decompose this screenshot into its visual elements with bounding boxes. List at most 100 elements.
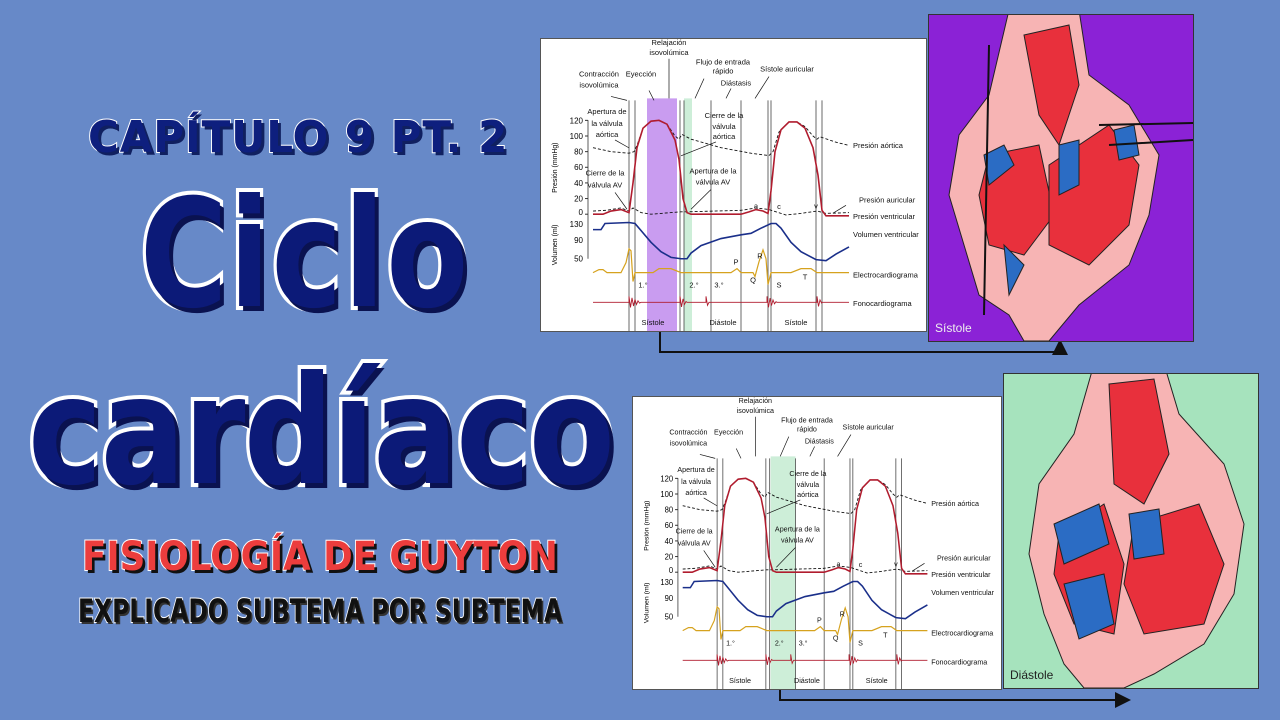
diagram-label: Presión aórtica — [931, 499, 980, 508]
volume-tick-label: 50 — [574, 255, 583, 264]
volume-tick-label: 50 — [665, 613, 674, 622]
diagram-label: Presión ventricular — [853, 212, 916, 221]
ventricular-pressure-curve — [682, 477, 928, 575]
phase-highlight — [647, 98, 677, 331]
diagram-label: Sístole auricular — [760, 65, 814, 74]
diagram-label: Fonocardiograma — [853, 299, 913, 308]
diagram-label: Volumen ventricular — [931, 588, 994, 597]
diagram-label: v — [814, 201, 818, 210]
diastole-caption: Diástole — [1010, 668, 1054, 682]
diagram-label: Cierre de la — [676, 526, 714, 535]
diagram-label: Flujo de entrada — [696, 58, 751, 67]
diagram-label: a — [754, 201, 759, 210]
diagram-label: Diástole — [709, 318, 736, 327]
phase-highlight — [684, 98, 692, 331]
atrial-pressure-curve — [682, 565, 928, 574]
volume-axis-label: Volumen (ml) — [552, 225, 559, 266]
diagram-label: Sístole — [642, 318, 665, 327]
diagram-label: Electrocardiograma — [853, 271, 919, 280]
diagram-label: 2.° — [689, 280, 698, 289]
diagram-label: Apertura de la — [689, 167, 737, 176]
volume-tick-label: 90 — [574, 236, 583, 245]
diagram-label: 3.° — [714, 280, 723, 289]
heart-panel-systole: Sístole — [928, 9, 1194, 342]
diagram-label: válvula — [797, 480, 820, 489]
diagram-label: Sístole — [785, 318, 808, 327]
wiggers-diagram-diastole: 120 100 80 60 40 20 0 130 90 50 Presión (mmHg) Volu… — [632, 396, 1002, 690]
annotation-pointer — [703, 497, 718, 507]
pressure-tick-label: 0 — [579, 208, 584, 217]
ecg-trace — [592, 247, 849, 285]
diagram-label: Diástasis — [721, 79, 752, 88]
diagram-label: válvula AV — [588, 181, 622, 190]
diagram-label: T — [803, 273, 808, 282]
annotation-pointer — [614, 192, 628, 210]
pressure-tick-label: 60 — [574, 163, 583, 172]
annotation-pointer — [776, 547, 796, 568]
tagline: EXPLICADO SUBTEMA POR SUBTEMA — [77, 591, 563, 631]
ventricular-pressure-curve — [593, 119, 849, 217]
pressure-tick-label: 100 — [660, 490, 673, 499]
diagram-label: c — [777, 202, 781, 211]
pressure-tick-label: 60 — [665, 521, 674, 530]
pressure-tick-label: 20 — [665, 552, 674, 561]
annotation-pointer — [648, 90, 655, 101]
diagram-label: Apertura de — [587, 107, 626, 116]
annotation-pointer — [725, 88, 732, 99]
diagram-label: Volumen ventricular — [853, 230, 919, 239]
pressure-tick-label: 20 — [574, 195, 583, 204]
annotation-pointer — [735, 448, 742, 459]
volume-axis-label: Volumen (ml) — [643, 583, 650, 624]
diagram-label: isovolúmica — [649, 48, 689, 57]
phonocardiogram-trace — [593, 296, 849, 308]
heart-diastole-illustration — [1028, 363, 1245, 689]
wiggers-diagram-systole: 120 100 80 60 40 20 0 130 90 50 Presión (mmHg) Volu… — [540, 38, 927, 332]
diagram-label: Cierre de la — [789, 469, 827, 478]
diagram-label: Diástole — [794, 676, 820, 685]
diagram-label: aórtica — [685, 488, 707, 497]
phonocardiogram-trace — [682, 654, 928, 666]
subtitle: FISIOLOGÍA DE GUYTON — [81, 533, 559, 581]
diagram-label: R — [757, 252, 763, 261]
diagram-label: Presión aórtica — [853, 141, 904, 150]
diagram-label: la válvula — [681, 477, 712, 486]
ventricular-volume-curve — [682, 579, 928, 620]
diagram-label: Relajación — [739, 397, 772, 405]
ventricular-volume-curve — [593, 221, 850, 262]
diagram-label: aórtica — [596, 130, 619, 139]
diagram-label: rápido — [797, 425, 817, 434]
annotation-pointer — [703, 550, 716, 568]
volume-tick-label: 130 — [570, 220, 584, 229]
annotation-pointer — [610, 96, 628, 101]
diagram-label: S — [858, 638, 863, 647]
diagram-label: P — [817, 616, 822, 625]
diagram-label: Sístole — [866, 676, 888, 685]
pressure-tick-label: 120 — [570, 116, 584, 125]
pressure-tick-label: 40 — [574, 179, 583, 188]
pressure-tick-label: 120 — [660, 474, 673, 483]
annotation-pointer — [911, 562, 925, 572]
chapter-title: CAPÍTULO 9 PT. 2 — [87, 111, 509, 164]
diagram-label: válvula AV — [781, 535, 814, 544]
diagram-label: Apertura de — [677, 465, 714, 474]
arrow-to-diastole — [779, 688, 1131, 708]
diagram-label: isovolúmica — [737, 406, 775, 415]
annotation-pointer — [832, 204, 847, 214]
ecg-trace — [682, 605, 928, 643]
diagram-label: Eyección — [626, 70, 656, 79]
diagram-label: P — [733, 258, 738, 267]
diagram-label: S — [776, 280, 781, 289]
diagram-label: la válvula — [591, 119, 623, 128]
diagram-label: aórtica — [797, 490, 819, 499]
diagram-label: aórtica — [713, 132, 736, 141]
pressure-tick-label: 40 — [665, 537, 674, 546]
diagram-label: Cierre de la — [705, 111, 745, 120]
diagram-label: isovolúmica — [670, 438, 708, 447]
pressure-axis-label: Presión (mmHg) — [552, 142, 559, 192]
pressure-tick-label: 80 — [665, 505, 674, 514]
arrow-to-systole — [659, 330, 1068, 355]
pressure-axis-label: Presión (mmHg) — [643, 501, 650, 551]
diagram-label: 3.° — [799, 638, 808, 647]
diagram-label: 1.° — [726, 638, 735, 647]
